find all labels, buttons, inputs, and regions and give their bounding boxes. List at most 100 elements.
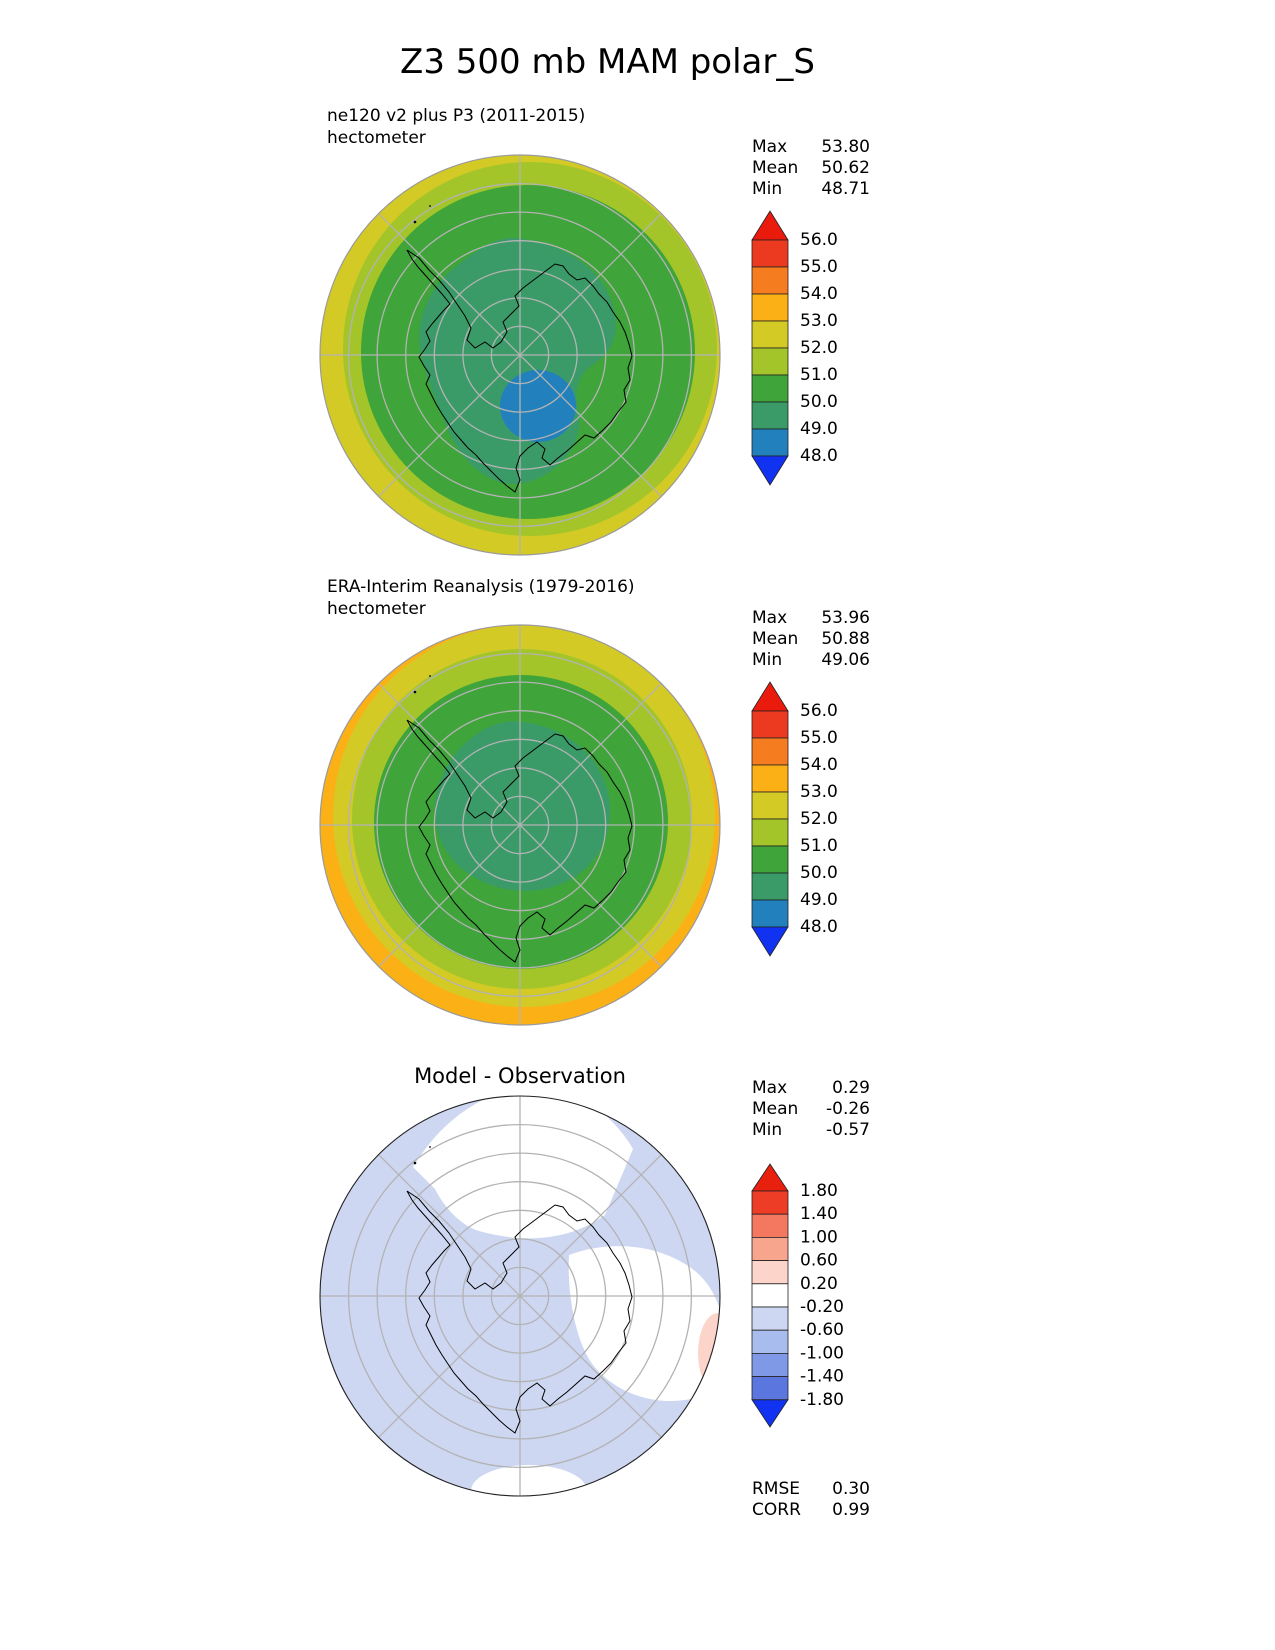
reference-name: ERA-Interim Reanalysis (1979-2016) — [327, 577, 635, 597]
stat-value: 0.30 — [832, 1479, 870, 1499]
colorbar-tick: 1.80 — [800, 1181, 838, 1201]
reference-stats-block: Max 53.96 Mean 50.88 Min 49.06 — [752, 608, 870, 671]
difference-panel-title: Model - Observation — [414, 1064, 626, 1088]
colorbar-segment — [751, 899, 789, 928]
model-stats-block: Max 53.80 Mean 50.62 Min 48.71 — [752, 137, 870, 200]
figure-title: Z3 500 mb MAM polar_S — [400, 42, 815, 82]
colorbar-tick: 55.0 — [800, 257, 838, 277]
stat-label: Mean — [752, 629, 799, 649]
colorbar-tick: 51.0 — [800, 836, 838, 856]
colorbar-tick: 56.0 — [800, 701, 838, 721]
stat-value: 50.88 — [821, 629, 870, 649]
colorbar-segment — [751, 1283, 789, 1308]
stat-row: Max 0.29 — [752, 1078, 870, 1099]
colorbar-tick: 54.0 — [800, 755, 838, 775]
colorbar-segment — [751, 1329, 789, 1354]
colorbar-segment — [751, 1352, 789, 1377]
stat-value: 48.71 — [821, 179, 870, 199]
stat-value: 53.80 — [821, 137, 870, 157]
difference-colorbar: 1.80 1.40 1.00 0.60 0.20 -0.20 -0.60 -1.… — [751, 1163, 844, 1428]
stat-label: Min — [752, 1120, 783, 1140]
colorbar-top-arrow — [751, 1163, 789, 1192]
colorbar-bottom-arrow — [751, 1399, 789, 1428]
colorbar-segment — [751, 347, 789, 376]
stat-row: Max 53.96 — [752, 608, 870, 629]
colorbar-segment — [751, 320, 789, 349]
colorbar-segment — [751, 266, 789, 295]
colorbar-segment — [751, 872, 789, 901]
reference-map — [319, 624, 721, 1026]
colorbar-tick: -1.80 — [800, 1390, 844, 1410]
colorbar-segment — [751, 1190, 789, 1215]
stat-value: 53.96 — [821, 608, 870, 628]
colorbar-tick: 56.0 — [800, 230, 838, 250]
colorbar-segment — [751, 293, 789, 322]
stat-label: Max — [752, 608, 788, 628]
colorbar-tick: 1.40 — [800, 1204, 838, 1224]
colorbar-tick: -1.40 — [800, 1367, 844, 1387]
colorbar-segment — [751, 1376, 789, 1401]
colorbar-tick: -1.00 — [800, 1343, 844, 1363]
stat-row: Mean 50.88 — [752, 629, 870, 650]
colorbar-tick: 50.0 — [800, 392, 838, 412]
map-boundary — [319, 1095, 721, 1497]
colorbar-tick: 53.0 — [800, 311, 838, 331]
colorbar-segment — [751, 737, 789, 766]
reference-colorbar: 56.0 55.0 54.0 53.0 52.0 51.0 50.0 49.0 … — [751, 681, 838, 957]
colorbar-tick: 48.0 — [800, 917, 838, 937]
model-colorbar: 56.0 55.0 54.0 53.0 52.0 51.0 50.0 49.0 … — [751, 210, 838, 486]
colorbar-tick: 52.0 — [800, 809, 838, 829]
stat-label: Mean — [752, 1099, 799, 1119]
model-name: ne120 v2 plus P3 (2011-2015) — [327, 106, 586, 126]
stat-row: Min 49.06 — [752, 650, 870, 671]
stat-value: 49.06 — [821, 650, 870, 670]
colorbar-tick: 48.0 — [800, 446, 838, 466]
model-units-label: hectometer — [327, 128, 426, 148]
colorbar-tick: 53.0 — [800, 782, 838, 802]
difference-skill-block: RMSE 0.30 CORR 0.99 — [752, 1479, 870, 1521]
colorbar-bottom-arrow — [751, 455, 789, 486]
colorbar-segment — [751, 428, 789, 457]
stat-row: Mean -0.26 — [752, 1099, 870, 1120]
colorbar-segment — [751, 1237, 789, 1262]
stat-label: Min — [752, 650, 783, 670]
colorbar-segment — [751, 1260, 789, 1285]
map-boundary — [319, 154, 721, 556]
stat-row: Mean 50.62 — [752, 158, 870, 179]
colorbar-segment — [751, 764, 789, 793]
colorbar-tick: 55.0 — [800, 728, 838, 748]
colorbar-tick: 50.0 — [800, 863, 838, 883]
colorbar-segment — [751, 239, 789, 268]
colorbar-segment — [751, 1213, 789, 1238]
stat-value: 0.29 — [832, 1078, 870, 1098]
stat-label: Mean — [752, 158, 799, 178]
stat-label: CORR — [752, 1500, 801, 1520]
colorbar-tick: 52.0 — [800, 338, 838, 358]
colorbar-segment — [751, 710, 789, 739]
graticule — [319, 624, 721, 1026]
colorbar-top-arrow — [751, 210, 789, 241]
colorbar-tick: -0.20 — [800, 1297, 844, 1317]
colorbar-tick: -0.60 — [800, 1320, 844, 1340]
stat-value: 50.62 — [821, 158, 870, 178]
colorbar-tick: 54.0 — [800, 284, 838, 304]
reference-units-label: hectometer — [327, 599, 426, 619]
graticule — [319, 154, 721, 556]
stat-label: Max — [752, 1078, 788, 1098]
stat-value: 0.99 — [832, 1500, 870, 1520]
model-map — [319, 154, 721, 556]
stat-value: -0.57 — [826, 1120, 870, 1140]
colorbar-segment — [751, 374, 789, 403]
colorbar-top-arrow — [751, 681, 789, 712]
stat-value: -0.26 — [826, 1099, 870, 1119]
rmse-row: RMSE 0.30 — [752, 1479, 870, 1500]
stat-label: Max — [752, 137, 788, 157]
stat-row: Max 53.80 — [752, 137, 870, 158]
colorbar-tick: 49.0 — [800, 890, 838, 910]
colorbar-segment — [751, 791, 789, 820]
difference-stats-block: Max 0.29 Mean -0.26 Min -0.57 — [752, 1078, 870, 1141]
stat-label: Min — [752, 179, 783, 199]
stat-row: Min 48.71 — [752, 179, 870, 200]
colorbar-segment — [751, 818, 789, 847]
colorbar-tick: 51.0 — [800, 365, 838, 385]
